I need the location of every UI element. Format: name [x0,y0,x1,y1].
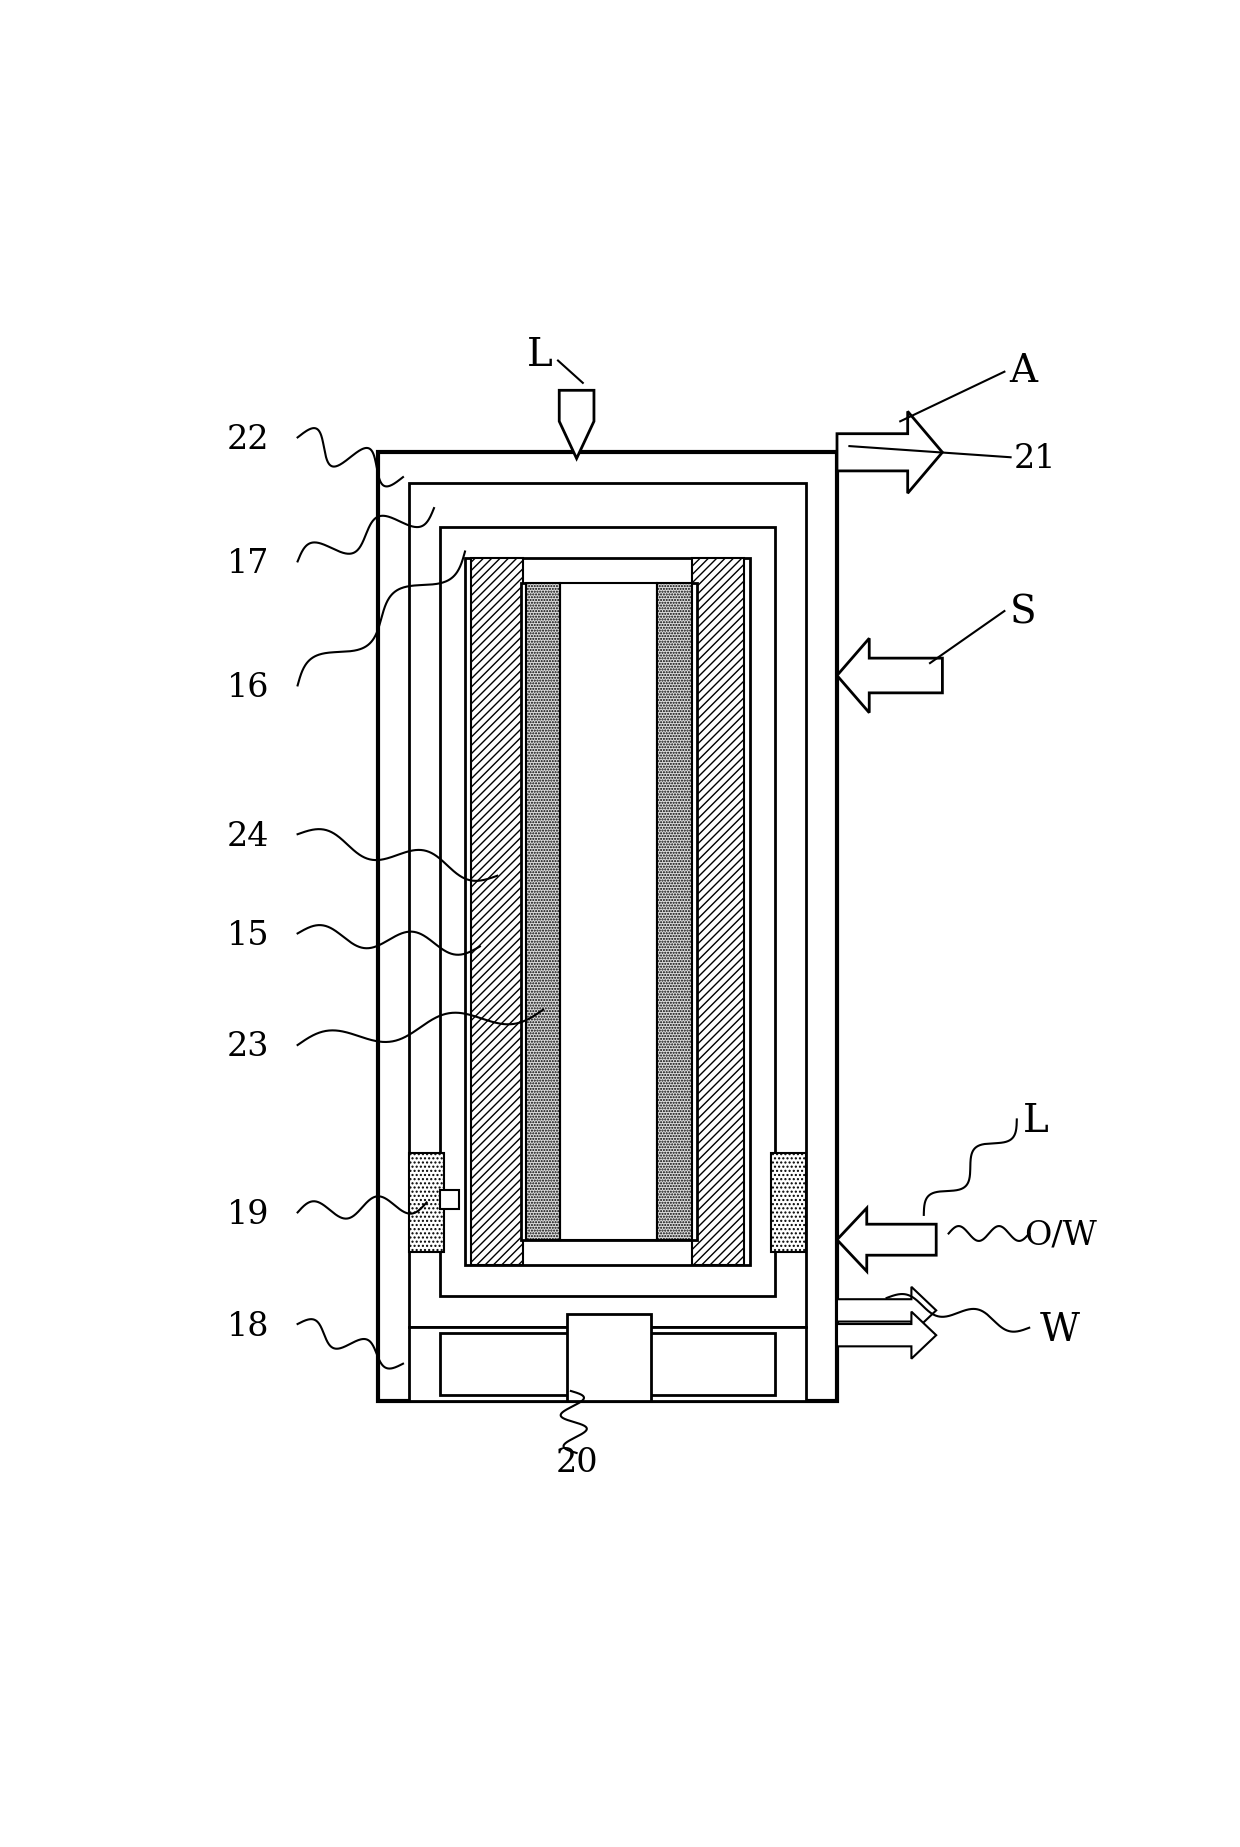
Bar [692,558,744,1265]
Bar [440,1334,775,1394]
Bar [560,582,657,1239]
Bar [440,1189,459,1208]
Bar [409,1153,444,1252]
Bar [378,453,837,1400]
Text: 18: 18 [227,1311,269,1343]
Polygon shape [837,639,942,713]
Polygon shape [837,1287,936,1334]
Bar [409,484,806,1326]
Bar [526,582,560,1239]
Text: L: L [1023,1103,1048,1140]
Text: S: S [1009,595,1037,632]
Text: 15: 15 [227,920,269,951]
Text: A: A [1009,353,1037,390]
Bar [521,582,697,1239]
Polygon shape [837,412,942,493]
Bar [567,1313,651,1400]
Bar [440,526,775,1295]
Text: 24: 24 [227,820,269,853]
Text: 20: 20 [556,1446,598,1479]
Bar [465,558,750,1265]
Text: 19: 19 [227,1199,269,1230]
Bar [657,582,692,1239]
Bar [409,1326,806,1400]
Polygon shape [837,1311,936,1359]
Text: 17: 17 [227,549,269,580]
Text: W: W [1040,1311,1080,1348]
Text: 23: 23 [227,1031,269,1064]
Polygon shape [837,1208,936,1271]
Bar [771,1153,806,1252]
Bar [471,558,523,1265]
Polygon shape [559,390,594,458]
Text: 22: 22 [227,425,269,456]
Text: 16: 16 [227,672,269,704]
Text: L: L [527,338,552,375]
Text: 21: 21 [1014,443,1056,475]
Text: O/W: O/W [1024,1221,1096,1252]
